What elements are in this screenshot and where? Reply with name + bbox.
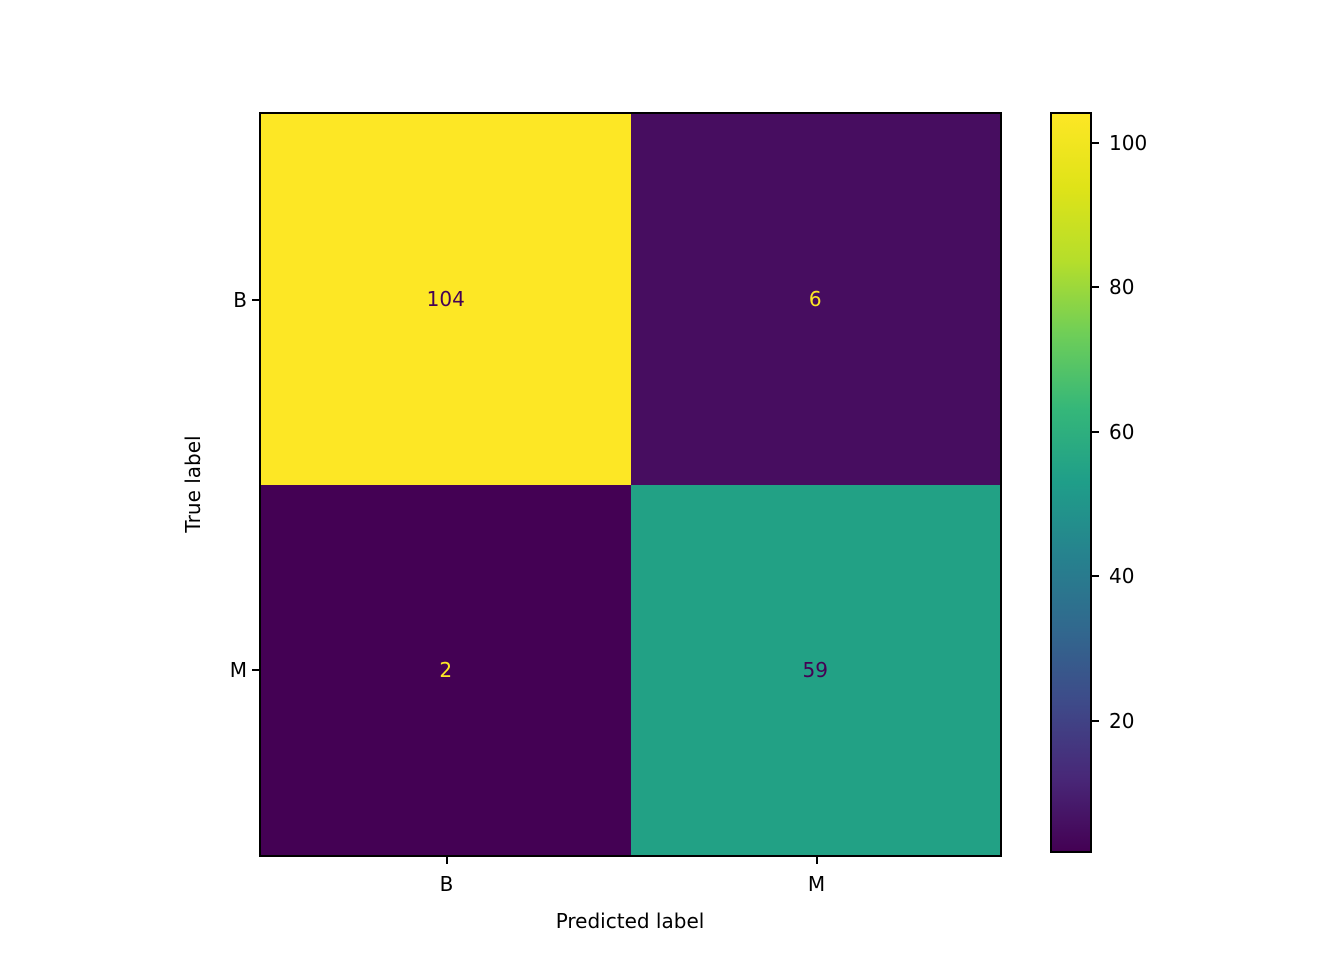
matrix-cell-r1c1: 59 — [630, 484, 1000, 855]
y-tick-mark-0 — [252, 298, 259, 301]
x-tick-mark-1 — [815, 857, 818, 864]
colorbar — [1050, 112, 1092, 853]
colorbar-ticks: 100 80 60 40 20 — [1092, 114, 1212, 851]
cell-value-label: 2 — [439, 657, 453, 682]
matrix-cell-r1c0: 2 — [261, 484, 631, 855]
y-tick-label-1: M — [229, 657, 247, 682]
matrix-cell-r0c0: 104 — [261, 114, 631, 485]
colorbar-tick-mark-0 — [1092, 141, 1099, 144]
colorbar-tick-label-1: 80 — [1109, 275, 1135, 300]
colorbar-tick-mark-3 — [1092, 575, 1099, 578]
x-tick-label-1: M — [807, 872, 826, 896]
colorbar-tick-label-0: 100 — [1109, 130, 1148, 155]
x-axis-label: Predicted label — [555, 909, 705, 933]
y-tick-mark-1 — [252, 668, 259, 671]
colorbar-tick-mark-4 — [1092, 719, 1099, 722]
colorbar-tick-mark-1 — [1092, 286, 1099, 289]
x-tick-label-0: B — [439, 872, 454, 896]
confusion-matrix-plot: 104 6 2 59 — [259, 112, 1002, 857]
matrix-cells: 104 6 2 59 — [261, 114, 1000, 855]
y-axis-label: True label — [181, 435, 205, 533]
cell-value-label: 104 — [426, 287, 465, 312]
colorbar-tick-mark-2 — [1092, 430, 1099, 433]
colorbar-tick-label-4: 20 — [1109, 708, 1135, 733]
x-tick-mark-0 — [445, 857, 448, 864]
y-tick-label-0: B — [233, 287, 247, 312]
colorbar-tick-label-3: 40 — [1109, 564, 1135, 589]
cell-value-label: 6 — [808, 287, 822, 312]
colorbar-gradient — [1052, 114, 1090, 851]
cell-value-label: 59 — [802, 657, 828, 682]
colorbar-tick-label-2: 60 — [1109, 419, 1135, 444]
matrix-cell-r0c1: 6 — [630, 114, 1000, 485]
